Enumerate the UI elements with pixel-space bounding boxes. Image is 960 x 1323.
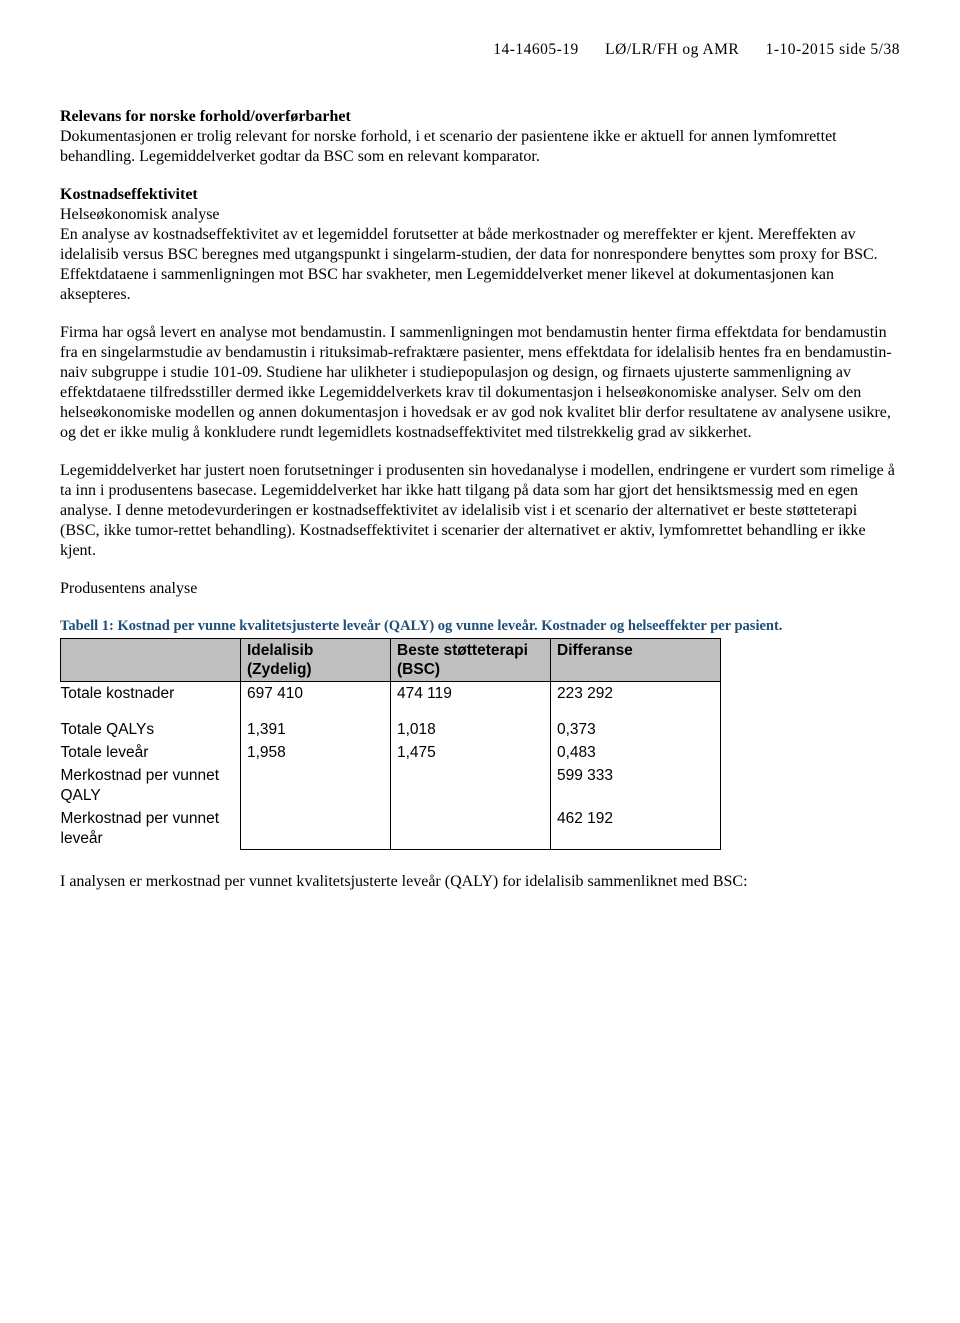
table-cell: 1,475 xyxy=(391,741,551,764)
table-header-idelalisib: Idelalisib (Zydelig) xyxy=(241,638,391,682)
row-label: Totale leveår xyxy=(61,741,241,764)
table-row: Merkostnad per vunnet leveår 462 192 xyxy=(61,807,721,850)
table-cell: 1,958 xyxy=(241,741,391,764)
table-header-bsc: Beste støtteterapi (BSC) xyxy=(391,638,551,682)
table-row: Merkostnad per vunnet QALY 599 333 xyxy=(61,764,721,807)
table-row: Totale leveår1,9581,4750,483 xyxy=(61,741,721,764)
section-relevans: Relevans for norske forhold/overførbarhe… xyxy=(60,107,900,167)
section-kostnadseffektivitet: Kostnadseffektivitet Helseøkonomisk anal… xyxy=(60,185,900,305)
heading-kostnadseffektivitet: Kostnadseffektivitet xyxy=(60,186,198,203)
table-cell xyxy=(391,807,551,850)
row-label: Totale QALYs xyxy=(61,706,241,741)
table-cell xyxy=(241,807,391,850)
table-cell: 599 333 xyxy=(551,764,721,807)
table-cell: 1,018 xyxy=(391,706,551,741)
row-label: Merkostnad per vunnet leveår xyxy=(61,807,241,850)
table-cell: 474 119 xyxy=(391,682,551,706)
qaly-table: Idelalisib (Zydelig) Beste støtteterapi … xyxy=(60,638,721,851)
table-caption: Tabell 1: Kostnad per vunne kvalitetsjus… xyxy=(60,617,900,635)
heading-relevans: Relevans for norske forhold/overførbarhe… xyxy=(60,108,351,125)
table-cell: 0,373 xyxy=(551,706,721,741)
table-cell: 462 192 xyxy=(551,807,721,850)
table-row: Totale QALYs1,3911,0180,373 xyxy=(61,706,721,741)
table-row: Totale kostnader697 410474 119223 292 xyxy=(61,682,721,706)
paragraph-analysis-intro: I analysen er merkostnad per vunnet kval… xyxy=(60,872,900,892)
page-header: 14-14605-19 LØ/LR/FH og AMR 1-10-2015 si… xyxy=(60,40,900,59)
table-cell: 0,483 xyxy=(551,741,721,764)
header-date-page: 1-10-2015 side 5/38 xyxy=(766,41,900,58)
table-header-differanse: Differanse xyxy=(551,638,721,682)
table-cell: 697 410 xyxy=(241,682,391,706)
paragraph-relevans: Dokumentasjonen er trolig relevant for n… xyxy=(60,128,837,165)
table-header-blank xyxy=(61,638,241,682)
row-label: Totale kostnader xyxy=(61,682,241,706)
paragraph-justering: Legemiddelverket har justert noen foruts… xyxy=(60,461,900,561)
subheading-produsentens-analyse: Produsentens analyse xyxy=(60,579,900,599)
table-cell: 223 292 xyxy=(551,682,721,706)
table-cell xyxy=(391,764,551,807)
table-cell xyxy=(241,764,391,807)
table-header-row: Idelalisib (Zydelig) Beste støtteterapi … xyxy=(61,638,721,682)
paragraph-bendamustin: Firma har også levert en analyse mot ben… xyxy=(60,323,900,443)
header-case-no: 14-14605-19 xyxy=(493,41,579,58)
row-label: Merkostnad per vunnet QALY xyxy=(61,764,241,807)
header-ref: LØ/LR/FH og AMR xyxy=(605,41,739,58)
table-cell: 1,391 xyxy=(241,706,391,741)
subheading-helseokonomisk: Helseøkonomisk analyse xyxy=(60,206,220,223)
paragraph-helseokonomisk: En analyse av kostnadseffektivitet av et… xyxy=(60,226,878,303)
